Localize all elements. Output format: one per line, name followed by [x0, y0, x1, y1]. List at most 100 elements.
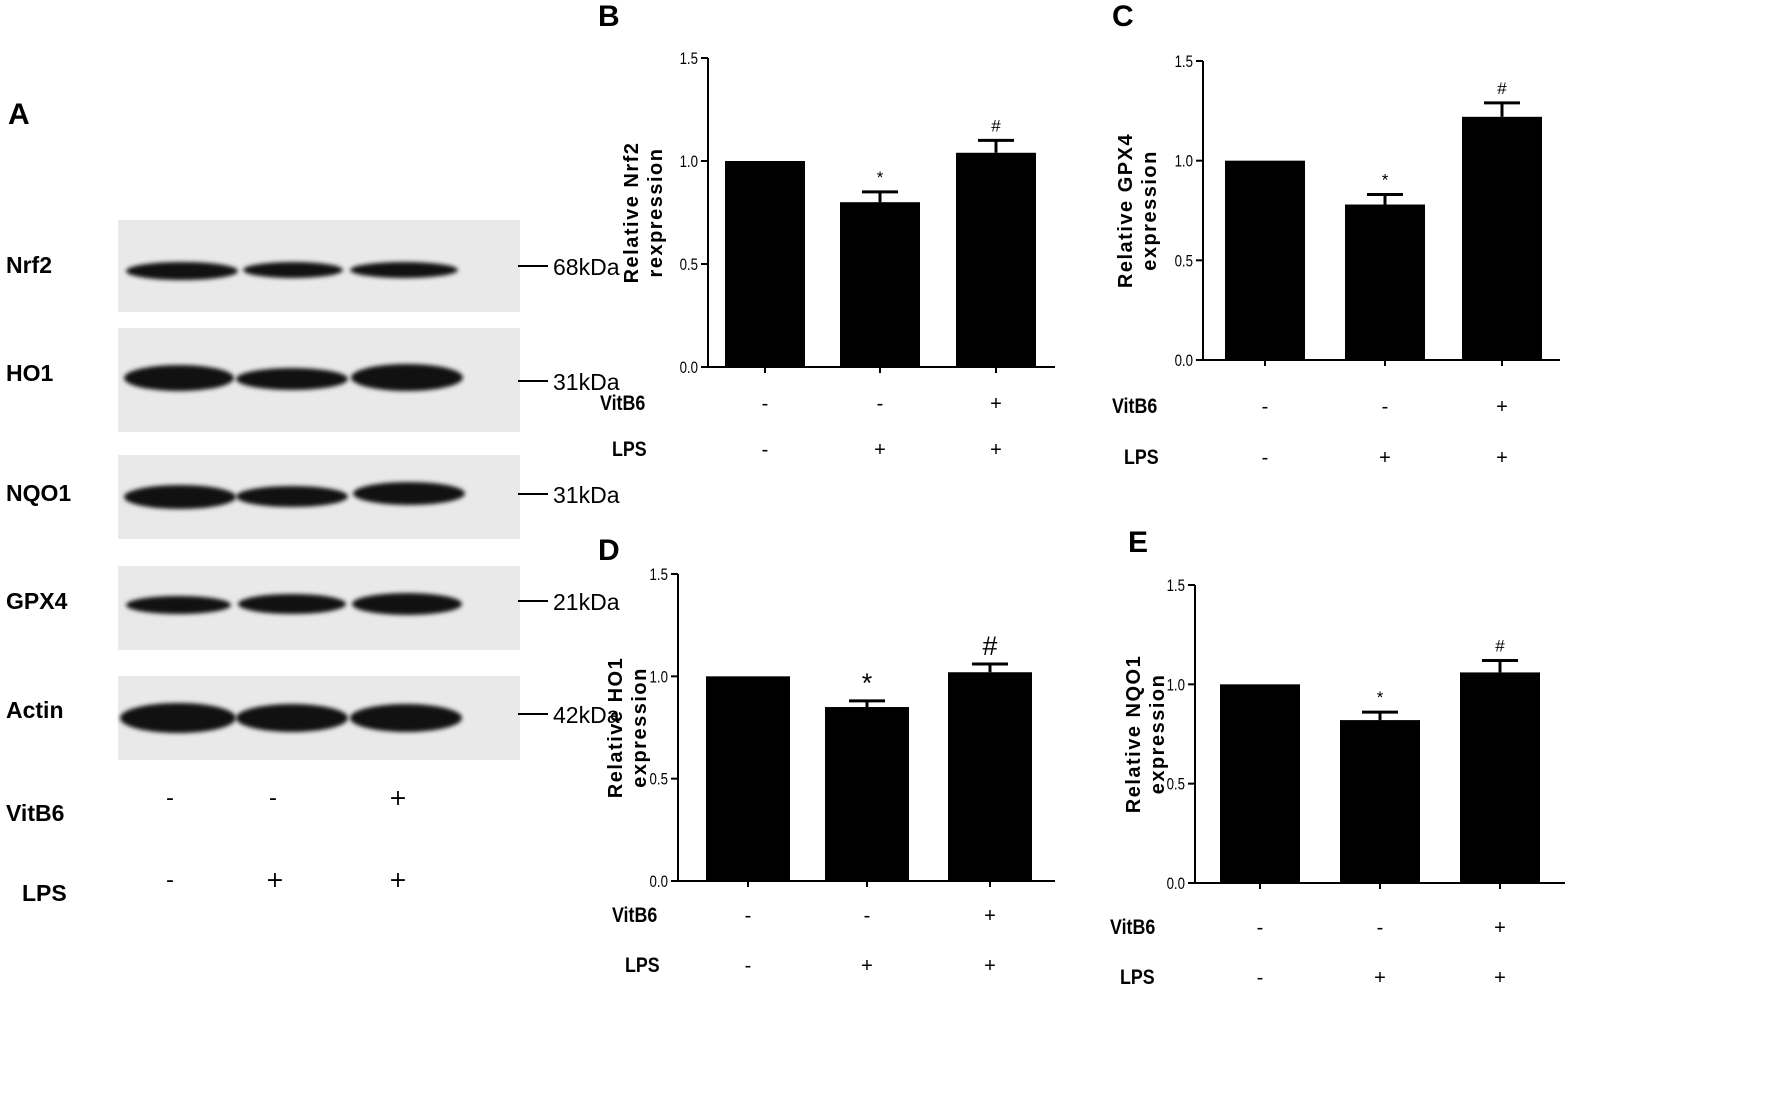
band-label-ho1: HO1: [6, 360, 54, 386]
treatment-label: VitB6: [1112, 395, 1157, 419]
kda-label-nqo1: 31kDa: [553, 482, 620, 508]
band-label-nrf2: Nrf2: [6, 252, 53, 278]
bar: [956, 152, 1036, 367]
treatment-label: LPS: [1124, 446, 1159, 470]
panel-letter-c: C: [1112, 0, 1134, 33]
treatment-sign: -: [745, 955, 752, 977]
panel-letter-d: D: [598, 534, 620, 567]
marker-line: [518, 265, 548, 267]
band-lane-3: [353, 482, 465, 505]
significance-marker: #: [1495, 636, 1505, 655]
panel-letter-b: B: [598, 0, 620, 33]
bar: [840, 202, 920, 367]
bar: [825, 707, 909, 881]
treatment-sign: +: [1496, 396, 1508, 418]
y-tick-label: 0.5: [650, 770, 668, 789]
y-tick-label: 0.5: [1167, 775, 1185, 794]
bar: [1220, 684, 1300, 883]
bar: [1340, 720, 1420, 883]
band-lane-3: [352, 593, 462, 615]
band-lane-1: [124, 485, 236, 509]
bar: [725, 161, 805, 367]
band-lane-2: [236, 368, 348, 390]
y-tick-label: 0.0: [1167, 875, 1185, 894]
band-lane-2: [236, 486, 348, 507]
marker-line: [518, 493, 548, 495]
significance-marker: *: [1382, 171, 1389, 190]
band-lane-2: [236, 704, 348, 732]
treatment-sign: -: [745, 905, 752, 927]
treatment-sign: +: [1496, 447, 1508, 469]
y-axis-label: rexpression: [645, 148, 667, 278]
bar-chart-nrf2: 0.0 0.5 1.0 1.5 Relative Nrf2 rexpression * # Vi…: [600, 50, 1055, 462]
treatment-sign: +: [990, 393, 1002, 415]
marker-line: [518, 713, 548, 715]
blot-strip-nrf2: [118, 220, 520, 312]
treatment-label-lps: LPS: [22, 880, 67, 906]
kda-label-gpx4: 21kDa: [553, 589, 620, 615]
treatment-sign: +: [1494, 917, 1506, 939]
blot-strip-gpx4: [118, 566, 520, 650]
treatment-sign: +: [1374, 967, 1386, 989]
blot-strip-actin: [118, 676, 520, 760]
bar: [1460, 672, 1540, 883]
treatment-sign: +: [388, 868, 408, 893]
treatment-sign: +: [1379, 447, 1391, 469]
band-lane-3: [351, 364, 463, 391]
treatment-sign: -: [1257, 917, 1264, 939]
treatment-label: VitB6: [1110, 916, 1155, 940]
significance-marker: *: [877, 168, 884, 187]
kda-label-nrf2: 68kDa: [553, 254, 620, 280]
treatment-label: LPS: [612, 438, 647, 462]
significance-marker: #: [991, 116, 1001, 135]
treatment-label-vitb6: VitB6: [6, 800, 65, 826]
treatment-sign: -: [762, 439, 769, 461]
band-lane-3: [350, 704, 462, 732]
y-tick-label: 1.0: [1167, 676, 1185, 695]
treatment-sign: +: [984, 955, 996, 977]
kda-label-actin: 42kDa: [553, 702, 620, 728]
treatment-sign: -: [1377, 917, 1384, 939]
panel-letter-e: E: [1128, 526, 1149, 559]
band-lane-2: [243, 262, 343, 278]
y-axis-label: Relative HO1: [605, 657, 627, 798]
y-tick-label: 1.5: [650, 566, 668, 585]
kda-label-ho1: 31kDa: [553, 369, 620, 395]
y-tick-label: 0.0: [650, 873, 668, 892]
treatment-label: VitB6: [612, 904, 657, 928]
y-tick-label: 1.5: [680, 50, 698, 69]
y-tick-label: 0.5: [680, 256, 698, 275]
treatment-sign: -: [1257, 967, 1264, 989]
treatment-sign: -: [166, 786, 174, 811]
bar: [948, 672, 1032, 881]
bar: [1345, 204, 1425, 360]
band-lane-1: [126, 262, 238, 280]
y-tick-label: 1.0: [680, 153, 698, 172]
y-axis-label: expression: [1147, 674, 1169, 795]
marker-line: [518, 380, 548, 382]
bar-chart-ho1: 0.0 0.5 1.0 1.5 Relative HO1 expression * # VitB…: [605, 566, 1055, 978]
significance-marker: *: [862, 668, 873, 698]
treatment-sign: -: [1382, 396, 1389, 418]
treatment-label: LPS: [625, 954, 660, 978]
treatment-sign: -: [762, 393, 769, 415]
treatment-sign: -: [877, 393, 884, 415]
band-lane-1: [120, 703, 236, 733]
y-axis-label: expression: [1139, 150, 1161, 271]
band-lane-3: [350, 262, 458, 278]
significance-marker: *: [1377, 688, 1384, 707]
band-lane-1: [124, 365, 234, 391]
y-tick-label: 0.0: [1175, 352, 1193, 371]
treatment-label: LPS: [1120, 966, 1155, 990]
treatment-sign: +: [388, 786, 408, 811]
treatment-sign: -: [864, 905, 871, 927]
treatment-sign: +: [984, 905, 996, 927]
y-axis-label: expression: [629, 667, 651, 788]
blot-strip-nqo1: [118, 455, 520, 539]
y-axis-label: Relative Nrf2: [621, 142, 643, 284]
band-label-nqo1: NQO1: [6, 480, 72, 506]
treatment-sign: +: [1494, 967, 1506, 989]
band-label-actin: Actin: [6, 697, 64, 723]
significance-marker: #: [1497, 79, 1507, 98]
y-axis-label: Relative NQO1: [1123, 655, 1145, 813]
